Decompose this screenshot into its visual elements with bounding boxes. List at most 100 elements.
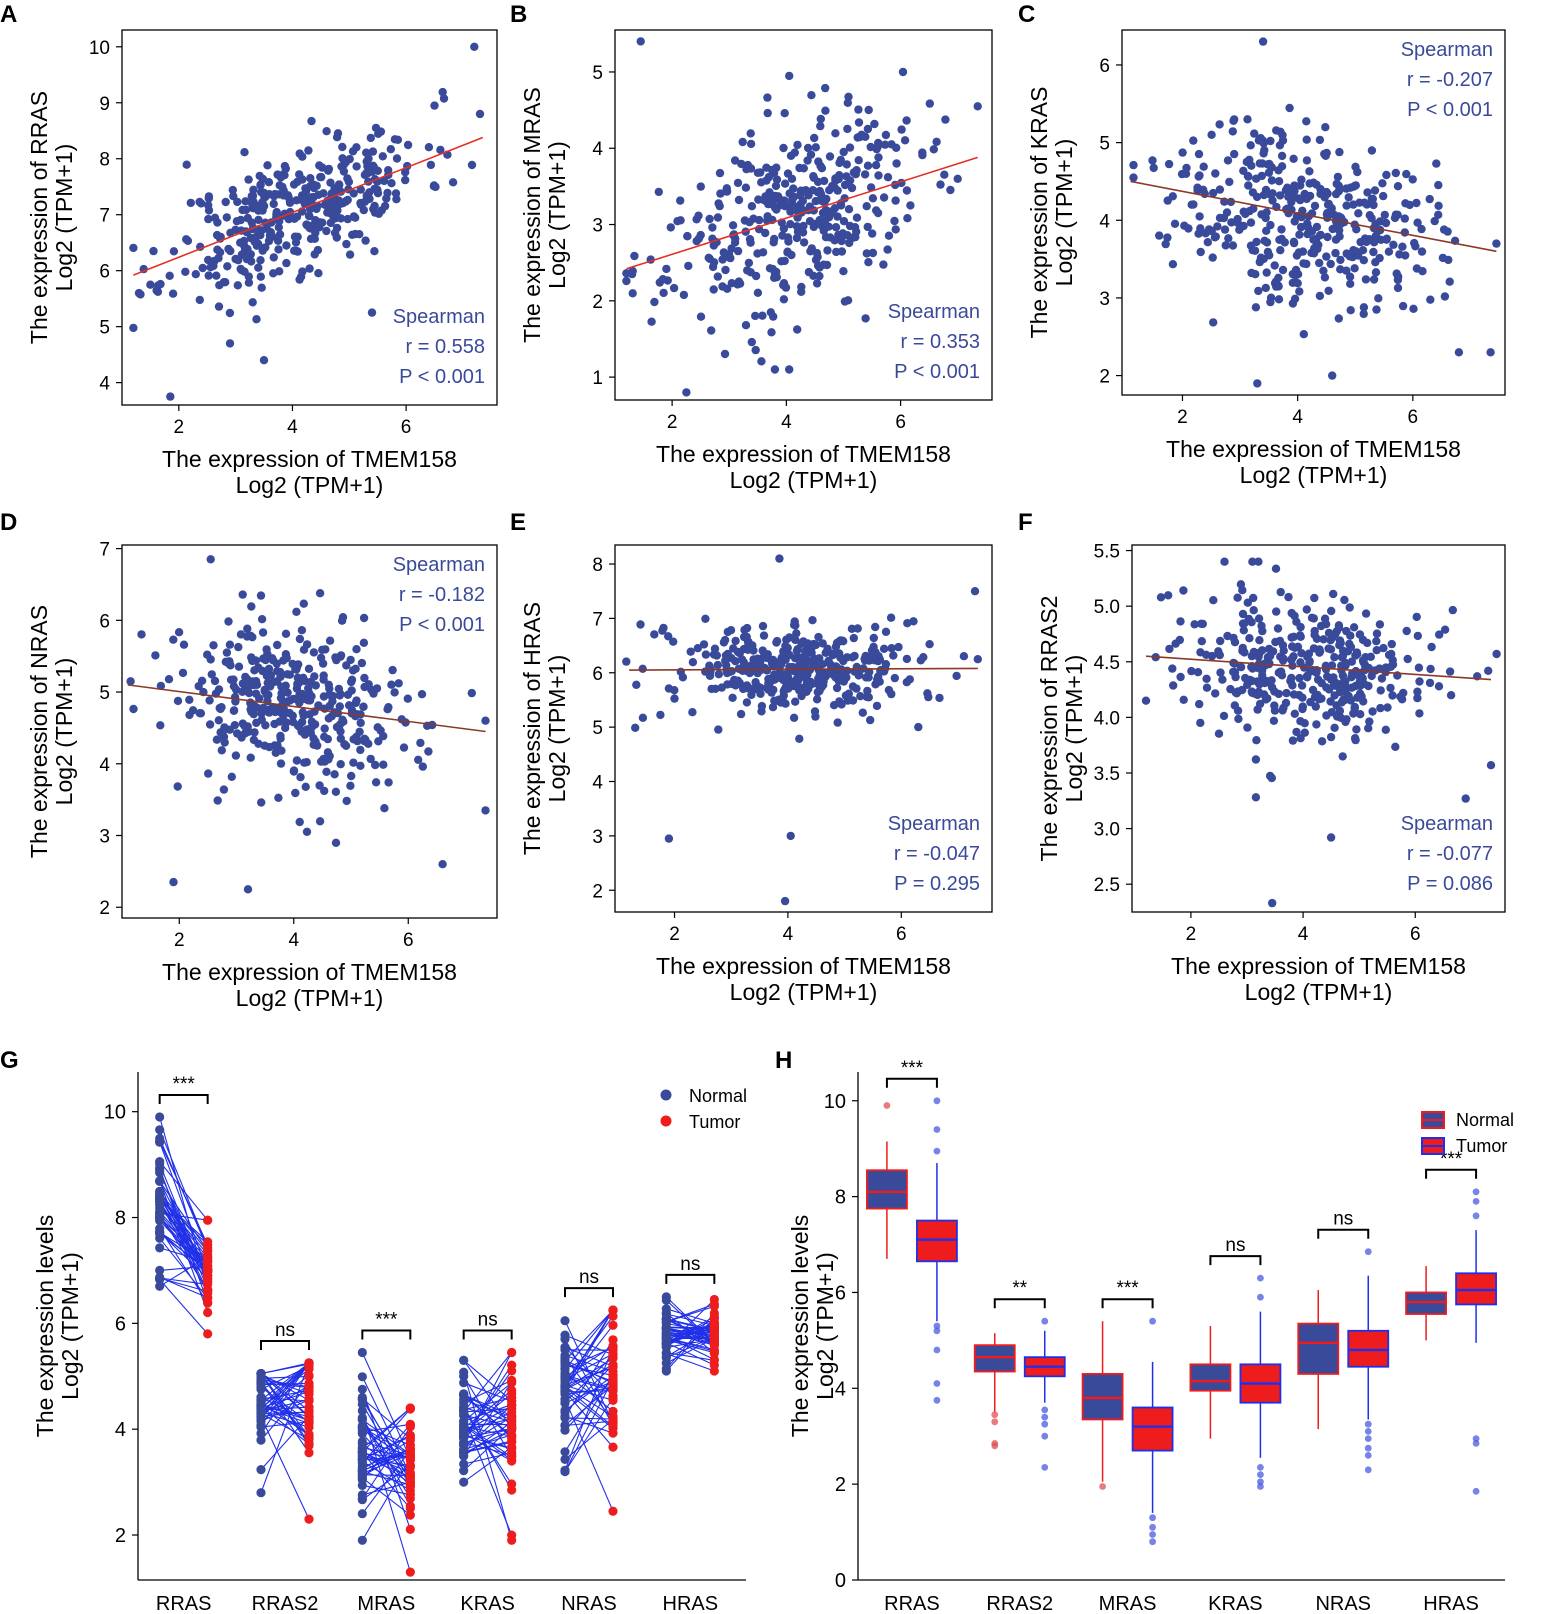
data-point xyxy=(1273,624,1283,633)
data-point xyxy=(743,266,752,275)
data-point xyxy=(1260,236,1269,245)
pair-line xyxy=(362,1455,411,1478)
data-point xyxy=(1417,224,1426,234)
data-point xyxy=(1288,269,1298,279)
data-point xyxy=(816,189,826,198)
data-point xyxy=(178,668,188,678)
data-point xyxy=(897,125,906,134)
data-point xyxy=(351,229,360,239)
data-point xyxy=(1326,259,1335,269)
x-tick-label: 6 xyxy=(401,417,412,438)
data-point xyxy=(1245,634,1254,643)
data-point xyxy=(336,214,346,223)
data-point xyxy=(861,314,870,323)
normal-point xyxy=(256,1408,266,1419)
data-point xyxy=(233,281,242,290)
plot-frame xyxy=(121,544,498,919)
data-point xyxy=(173,696,183,706)
data-point xyxy=(848,696,858,705)
data-point xyxy=(802,687,811,696)
significance-bracket xyxy=(260,1340,310,1351)
data-point xyxy=(751,345,760,355)
x-tick-label: RRAS2 xyxy=(986,1593,1053,1614)
data-point xyxy=(751,311,760,321)
data-point xyxy=(247,257,256,266)
data-point xyxy=(666,223,675,232)
data-point xyxy=(802,656,812,665)
data-point xyxy=(1461,794,1470,803)
data-point xyxy=(1317,694,1326,703)
data-point xyxy=(1258,676,1267,686)
data-point xyxy=(356,185,365,194)
pair-line xyxy=(463,1397,512,1411)
pair-line xyxy=(463,1370,513,1439)
data-point xyxy=(872,701,882,711)
data-point xyxy=(334,180,344,189)
pair-line xyxy=(260,1406,310,1411)
data-point xyxy=(356,745,365,755)
data-point xyxy=(1239,626,1249,635)
pair-line xyxy=(463,1408,512,1413)
data-point xyxy=(627,269,637,279)
data-point xyxy=(244,688,254,698)
data-point xyxy=(226,675,236,684)
data-point xyxy=(714,725,723,734)
data-point xyxy=(249,197,258,207)
data-point xyxy=(1230,638,1240,647)
data-point xyxy=(292,684,302,693)
data-point xyxy=(1249,606,1258,615)
data-point xyxy=(829,701,839,710)
data-point xyxy=(929,145,938,154)
data-point xyxy=(283,670,292,679)
data-point xyxy=(855,132,865,142)
data-point xyxy=(277,746,286,755)
panel-label: G xyxy=(0,1047,19,1074)
data-point xyxy=(258,246,267,255)
data-point xyxy=(786,831,795,841)
outlier-point xyxy=(991,1418,999,1426)
data-point xyxy=(1324,199,1334,209)
data-point xyxy=(293,177,302,187)
x-tick-label: 2 xyxy=(174,417,185,438)
data-point xyxy=(346,781,355,790)
pair-line xyxy=(361,1452,411,1509)
data-point xyxy=(1284,592,1293,602)
data-point xyxy=(386,145,395,154)
data-point xyxy=(1405,200,1414,210)
data-point xyxy=(1248,246,1257,255)
data-point xyxy=(759,631,769,640)
significance-bracket xyxy=(665,1273,716,1284)
y-tick-label: 10 xyxy=(824,1091,846,1113)
data-point xyxy=(1277,225,1286,234)
pair-line xyxy=(362,1448,411,1468)
data-point xyxy=(807,648,816,657)
significance-bracket xyxy=(1317,1228,1370,1239)
data-point xyxy=(1322,210,1332,219)
data-point xyxy=(417,690,427,699)
stat-p: P = 0.295 xyxy=(894,873,980,895)
data-point xyxy=(225,339,235,348)
stat-p: P = 0.086 xyxy=(1407,873,1493,895)
data-point xyxy=(256,180,265,189)
data-point xyxy=(670,694,679,703)
data-point xyxy=(1208,253,1217,262)
panel-label: F xyxy=(1018,509,1033,536)
data-point xyxy=(1207,226,1216,236)
data-point xyxy=(1254,286,1263,296)
data-point xyxy=(1337,666,1346,675)
data-point xyxy=(343,690,353,699)
data-point xyxy=(336,760,345,769)
data-point xyxy=(292,607,301,616)
data-point xyxy=(1352,225,1361,234)
tumor-point xyxy=(203,1253,213,1263)
data-point xyxy=(747,337,756,347)
pair-line xyxy=(260,1411,310,1428)
data-point xyxy=(1295,230,1304,239)
normal-point xyxy=(357,1494,367,1504)
data-point xyxy=(1327,661,1337,670)
tumor-point xyxy=(608,1506,618,1516)
data-point xyxy=(279,711,288,720)
data-point xyxy=(1252,174,1261,183)
data-point xyxy=(825,152,835,161)
data-point xyxy=(430,101,439,110)
